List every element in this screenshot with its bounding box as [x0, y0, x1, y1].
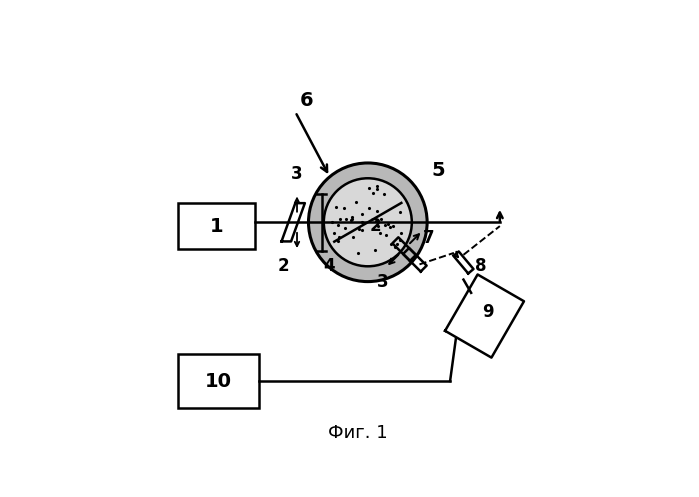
- Bar: [178, 354, 259, 408]
- Text: 10: 10: [205, 372, 232, 391]
- Text: 6: 6: [300, 91, 314, 110]
- Text: Фиг. 1: Фиг. 1: [329, 424, 388, 442]
- Text: 8: 8: [475, 257, 487, 275]
- Text: 2: 2: [370, 217, 381, 235]
- Text: 3: 3: [377, 272, 389, 291]
- Text: 3: 3: [291, 166, 303, 183]
- Text: 9: 9: [482, 303, 494, 321]
- Text: 2: 2: [278, 257, 289, 275]
- Text: 5: 5: [431, 161, 445, 180]
- Bar: [178, 203, 255, 249]
- Text: 1: 1: [210, 217, 224, 236]
- Text: 4: 4: [323, 257, 335, 275]
- Text: 7: 7: [423, 229, 435, 247]
- Circle shape: [324, 178, 412, 266]
